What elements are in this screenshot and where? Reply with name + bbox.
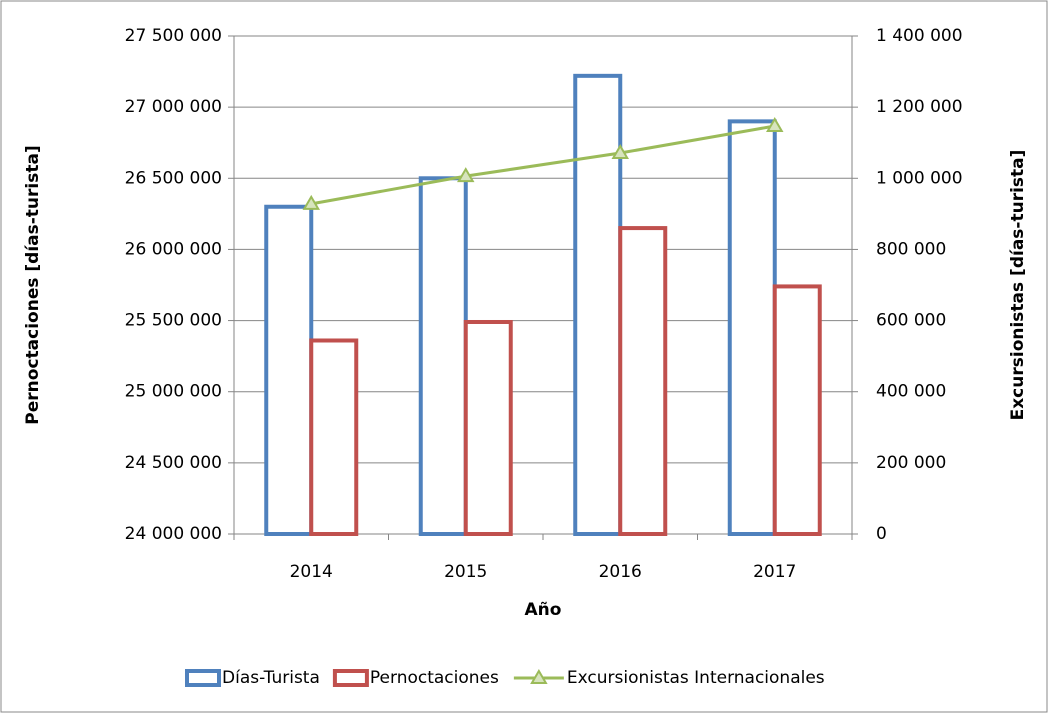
y2-tick-label: 0 (876, 524, 887, 544)
bar (309, 338, 359, 536)
legend-swatch (332, 669, 369, 687)
marker (457, 167, 475, 183)
bar (727, 119, 777, 536)
y2-tick-label: 1 200 000 (876, 97, 963, 117)
marker (302, 194, 320, 210)
y-tick-label: 25 000 000 (125, 382, 222, 402)
y2-tick-label: 800 000 (876, 239, 946, 259)
bar (618, 226, 668, 536)
y-tick-label: 27 500 000 (125, 26, 222, 46)
y-tick-label: 26 500 000 (125, 168, 222, 188)
x-axis-title: Año (525, 600, 562, 620)
bar (418, 176, 468, 537)
bar (264, 204, 314, 536)
x-tick-label: 2015 (444, 562, 487, 582)
y2-tick-label: 1 400 000 (876, 26, 963, 46)
y2-axis-title: Excursionistas [días-turista] (1008, 150, 1028, 421)
bar (463, 319, 513, 536)
x-tick-label: 2014 (290, 562, 333, 582)
marker (611, 144, 629, 160)
x-tick-label: 2016 (599, 562, 642, 582)
y2-tick-label: 600 000 (876, 311, 946, 331)
marker (766, 117, 784, 132)
y-axis-title: Pernoctaciones [días-turista] (23, 145, 43, 424)
legend-label: Días-Turista (222, 668, 320, 688)
legend-swatch (185, 669, 221, 687)
bar (573, 73, 623, 536)
legend-swatch (530, 669, 548, 684)
x-tick-label: 2017 (753, 562, 796, 582)
line (310, 124, 776, 206)
y-tick-label: 27 000 000 (125, 97, 222, 117)
legend-label: Pernoctaciones (370, 668, 499, 688)
y2-tick-label: 1 000 000 (876, 168, 963, 188)
y-tick-label: 25 500 000 (125, 311, 222, 331)
y-tick-label: 26 000 000 (125, 239, 222, 259)
y-tick-label: 24 500 000 (125, 453, 222, 473)
bar (772, 284, 822, 536)
y-tick-label: 24 000 000 (125, 524, 222, 544)
legend-label: Excursionistas Internacionales (567, 668, 825, 688)
y2-tick-label: 200 000 (876, 453, 946, 473)
y2-tick-label: 400 000 (876, 382, 946, 402)
